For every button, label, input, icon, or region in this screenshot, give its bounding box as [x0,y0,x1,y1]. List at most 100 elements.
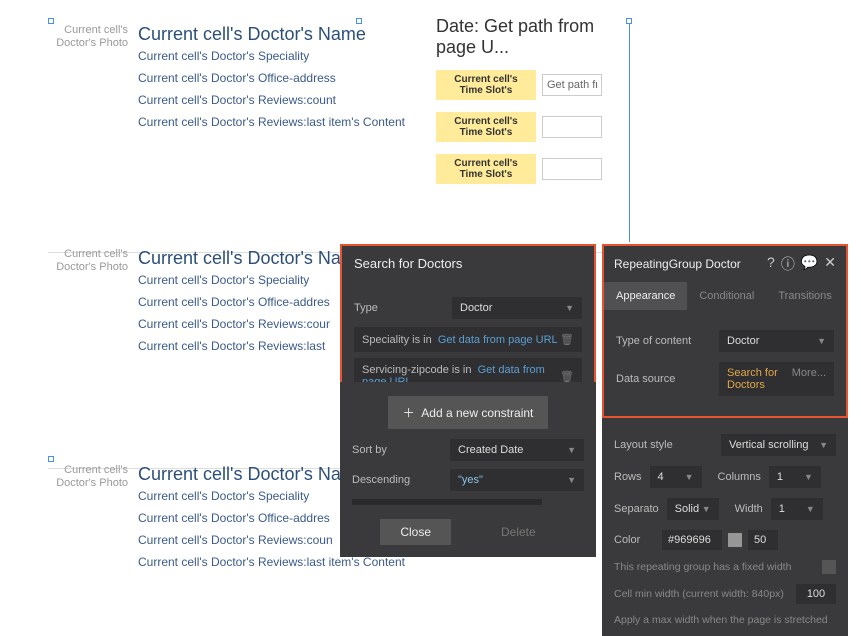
width-label: Width [735,503,763,515]
sort-by-select[interactable]: Created Date ▼ [450,439,584,461]
chevron-down-icon: ▼ [817,336,826,346]
search-panel-header[interactable]: Search for Doctors [342,246,594,281]
data-source-more[interactable]: More... [792,367,826,391]
cell-block: Current cell's Doctor's Photo Current ce… [48,24,438,133]
chevron-down-icon: ▼ [804,472,813,482]
cell-min-width-text: Cell min width (current width: 840px) [614,588,784,600]
data-source-value: Search for Doctors [727,367,792,391]
trash-icon[interactable]: 🗑 [560,370,574,383]
constraint-label: Speciality is in [362,334,432,346]
rows-value: 4 [658,471,664,483]
constraint-row[interactable]: Speciality is in Get data from page URL … [354,327,582,352]
rg-panel-header[interactable]: RepeatingGroup Doctor ? ⓘ 💬 ✕ [604,246,846,282]
reviews-count-field[interactable]: Current cell's Doctor's Reviews:count [138,89,405,111]
comment-icon[interactable]: 💬 [801,254,818,274]
date-section: Date: Get path from page U... Current ce… [436,16,636,184]
reviews-content-field[interactable]: Current cell's Doctor's Reviews:last [138,335,341,357]
fixed-width-text: This repeating group has a fixed width [614,561,791,573]
chevron-down-icon: ▼ [567,475,576,485]
add-constraint-label: Add a new constraint [421,406,533,420]
columns-select[interactable]: 1 ▼ [769,466,821,488]
time-slot-input[interactable] [542,116,602,138]
doctor-name-field[interactable]: Current cell's Doctor's Name [138,24,405,45]
columns-value: 1 [777,471,783,483]
delete-button[interactable]: Delete [481,519,556,545]
search-panel-title: Search for Doctors [354,256,462,271]
chevron-down-icon: ▼ [685,472,694,482]
close-icon[interactable]: ✕ [824,254,836,274]
reviews-count-field[interactable]: Current cell's Doctor's Reviews:cour [138,313,341,335]
address-field[interactable]: Current cell's Doctor's Office-address [138,67,405,89]
add-constraint-button[interactable]: ＋ Add a new constraint [388,396,548,429]
max-width-text: Apply a max width when the page is stret… [614,614,828,626]
cell-min-width-input[interactable] [796,584,836,604]
time-slot-chip[interactable]: Current cell's Time Slot's [436,112,536,142]
speciality-field[interactable]: Current cell's Doctor's Speciality [138,269,341,291]
reviews-content-field[interactable]: Current cell's Doctor's Reviews:last ite… [138,111,405,133]
sort-by-value: Created Date [458,444,523,456]
info-icon[interactable]: ⓘ [781,254,795,274]
scroll-track[interactable] [352,499,542,505]
type-label: Type [354,302,444,314]
color-label: Color [614,534,654,546]
type-select[interactable]: Doctor ▼ [452,297,582,319]
rows-label: Rows [614,471,642,483]
address-field[interactable]: Current cell's Doctor's Office-addres [138,291,341,313]
type-of-content-label: Type of content [616,335,711,347]
time-slot-chip[interactable]: Current cell's Time Slot's [436,70,536,100]
constraint-label: Servicing-zipcode is in [362,364,471,376]
separator-select[interactable]: Solid ▼ [667,498,719,520]
time-slot-chip[interactable]: Current cell's Time Slot's [436,154,536,184]
tab-transitions[interactable]: Transitions [766,282,843,310]
descending-select[interactable]: "yes" ▼ [450,469,584,491]
close-button[interactable]: Close [380,519,451,545]
time-slot-input[interactable] [542,74,602,96]
constraint-link[interactable]: Get data from page URL [438,334,558,346]
plus-icon: ＋ [403,406,415,420]
width-value: 1 [779,503,785,515]
type-value: Doctor [460,302,492,314]
date-heading[interactable]: Date: Get path from page U... [436,16,636,58]
layout-style-value: Vertical scrolling [729,439,808,451]
trash-icon[interactable]: 🗑 [560,333,574,346]
time-slot-input[interactable] [542,158,602,180]
descending-label: Descending [352,474,442,486]
separator-value: Solid [675,503,699,515]
descending-value: "yes" [458,474,483,486]
chevron-down-icon: ▼ [702,504,711,514]
type-of-content-value: Doctor [727,335,759,347]
photo-placeholder-label: Current cell's Doctor's Photo [48,24,128,133]
layout-style-select[interactable]: Vertical scrolling ▼ [721,434,836,456]
help-icon[interactable]: ? [767,254,775,274]
color-hex-input[interactable]: #969696 [662,530,722,550]
sort-by-label: Sort by [352,444,442,456]
chevron-down-icon: ▼ [819,440,828,450]
doctor-name-field[interactable]: Current cell's Doctor's Na [138,248,341,269]
chevron-down-icon: ▼ [567,445,576,455]
rg-panel-title: RepeatingGroup Doctor [614,257,741,271]
fixed-width-note: This repeating group has a fixed width [614,560,836,574]
width-select[interactable]: 1 ▼ [771,498,823,520]
tab-appearance[interactable]: Appearance [604,282,687,310]
color-swatch[interactable] [728,533,742,547]
cell-min-width-row: Cell min width (current width: 840px) [614,584,836,604]
separator-label: Separato [614,503,659,515]
layout-style-label: Layout style [614,439,713,451]
rg-tabs: Appearance Conditional Transitions [604,282,846,310]
data-source-label: Data source [616,373,711,385]
chevron-down-icon: ▼ [806,504,815,514]
fixed-width-checkbox[interactable] [822,560,836,574]
color-opacity-input[interactable]: 50 [748,530,778,550]
time-slot-row: Current cell's Time Slot's [436,154,636,184]
max-width-note: Apply a max width when the page is stret… [614,614,836,626]
columns-label: Columns [718,471,761,483]
type-of-content-select[interactable]: Doctor ▼ [719,330,834,352]
tab-conditional[interactable]: Conditional [687,282,766,310]
rows-select[interactable]: 4 ▼ [650,466,702,488]
speciality-field[interactable]: Current cell's Doctor's Speciality [138,45,405,67]
photo-placeholder-label: Current cell's Doctor's Photo [48,248,128,357]
search-panel-lower: ＋ Add a new constraint Sort by Created D… [340,382,596,557]
photo-placeholder-label: Current cell's Doctor's Photo [48,464,128,573]
chevron-down-icon: ▼ [565,303,574,313]
data-source-field[interactable]: Search for Doctors More... [719,362,834,396]
